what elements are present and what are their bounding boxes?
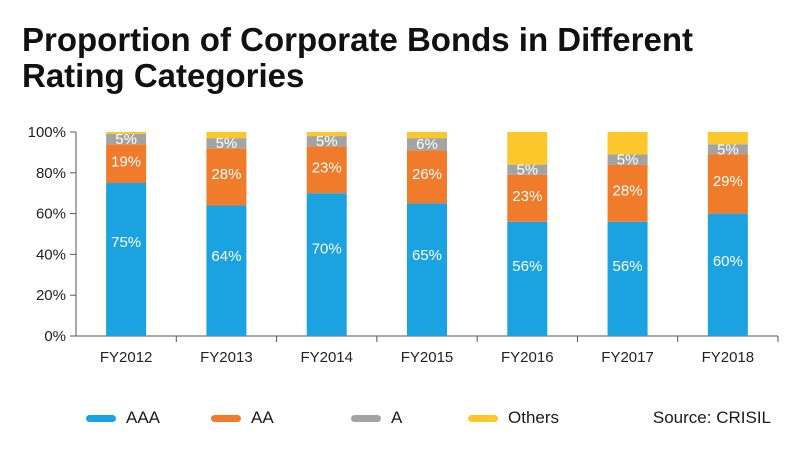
data-label: 56% [512, 258, 542, 275]
legend-swatch-aa [211, 414, 241, 422]
data-label: 60% [713, 253, 743, 270]
bar-a-fy2013 [206, 138, 247, 149]
bar-aaa-fy2013 [206, 205, 247, 336]
legend-item-aa: AA [211, 408, 351, 428]
bar-aa-fy2018 [707, 154, 748, 214]
legend-label-a: A [391, 408, 403, 427]
data-label: 5% [516, 162, 538, 179]
x-tick-label: FY2018 [702, 349, 755, 366]
data-label: 5% [216, 135, 238, 152]
data-label: 5% [316, 133, 338, 150]
legend-label-aa: AA [251, 408, 274, 427]
bar-others-fy2017 [607, 132, 648, 155]
data-label: 75% [111, 234, 141, 251]
bar-others-fy2014 [306, 132, 347, 137]
bar-aaa-fy2014 [306, 193, 347, 336]
legend: AAA AA A Others [86, 408, 559, 428]
data-label: 56% [613, 258, 643, 275]
legend-label-aaa: AAA [126, 408, 161, 427]
bar-a-fy2015 [407, 138, 447, 151]
legend-swatch-a [351, 414, 381, 422]
data-label: 5% [115, 131, 137, 148]
bar-aa-fy2012 [106, 144, 147, 183]
y-tick-label: 20% [36, 287, 66, 304]
legend-swatch-aaa [86, 414, 116, 422]
bar-others-fy2012 [106, 132, 147, 135]
x-tick-label: FY2012 [100, 349, 153, 366]
source-note: Source: CRISIL [652, 408, 771, 427]
data-label: 26% [412, 166, 442, 183]
bar-others-fy2013 [206, 132, 247, 139]
bar-aaa-fy2012 [106, 183, 147, 336]
bar-others-fy2015 [407, 132, 447, 139]
data-label: 23% [312, 159, 342, 176]
bar-others-fy2016 [507, 132, 548, 165]
legend-item-others: Others [468, 408, 559, 428]
y-tick-label: 100% [28, 124, 66, 141]
bar-others-fy2018 [707, 132, 748, 145]
x-tick-label: FY2013 [200, 349, 253, 366]
y-tick-label: 0% [44, 328, 66, 345]
data-label: 28% [613, 182, 643, 199]
bar-aa-fy2016 [507, 174, 548, 222]
bar-aaa-fy2017 [607, 221, 648, 336]
x-tick-label: FY2017 [601, 349, 654, 366]
data-label: 5% [717, 141, 739, 158]
bar-a-fy2012 [106, 134, 147, 145]
bar-aaa-fy2016 [507, 221, 548, 336]
data-label: 6% [416, 136, 438, 153]
bar-a-fy2014 [306, 136, 347, 147]
legend-item-aaa: AAA [86, 408, 211, 428]
y-tick-label: 80% [36, 165, 66, 182]
bar-aaa-fy2015 [407, 203, 447, 336]
y-tick-label: 40% [36, 246, 66, 263]
y-tick-label: 60% [36, 206, 66, 223]
chart-title: Proportion of Corporate Bonds in Differe… [22, 21, 693, 94]
legend-swatch-others [468, 414, 498, 422]
bar-a-fy2017 [607, 154, 648, 165]
bar-aa-fy2015 [407, 150, 447, 204]
data-label: 65% [412, 247, 442, 264]
bar-aa-fy2013 [206, 148, 247, 206]
data-label: 70% [312, 240, 342, 257]
bar-aa-fy2014 [306, 146, 347, 194]
data-label: 23% [512, 188, 542, 205]
x-tick-label: FY2016 [501, 349, 554, 366]
bar-aaa-fy2018 [707, 213, 748, 336]
data-label: 19% [111, 154, 141, 171]
bar-a-fy2018 [707, 144, 748, 155]
x-tick-label: FY2015 [401, 349, 454, 366]
data-label: 64% [211, 248, 241, 265]
legend-label-others: Others [508, 408, 560, 427]
data-label: 29% [713, 173, 743, 190]
data-label: 5% [617, 152, 639, 169]
bar-a-fy2016 [507, 164, 548, 175]
bar-aa-fy2017 [607, 164, 648, 222]
data-label: 28% [211, 166, 241, 183]
legend-item-a: A [351, 408, 468, 428]
x-tick-label: FY2014 [300, 349, 353, 366]
